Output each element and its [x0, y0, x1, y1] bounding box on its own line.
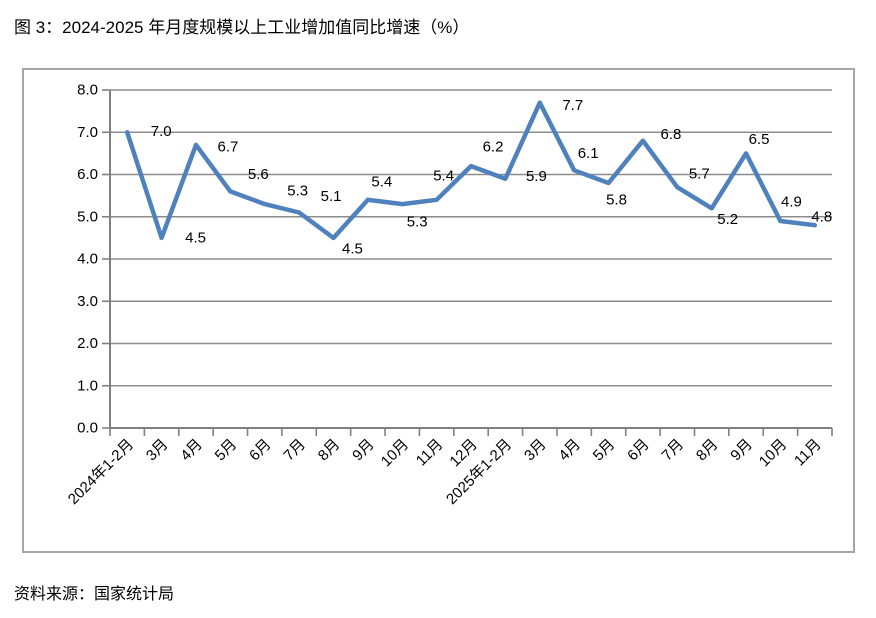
y-tick-label: 1.0	[77, 377, 98, 394]
x-tick-label: 10月	[756, 436, 790, 470]
data-point-label: 4.8	[811, 209, 832, 226]
x-tick-label: 9月	[727, 436, 756, 465]
x-tick-label: 6月	[246, 436, 275, 465]
data-point-label: 6.2	[483, 139, 504, 156]
x-tick-label: 5月	[212, 436, 241, 465]
x-tick-label: 11月	[791, 436, 825, 470]
x-tick-label: 9月	[349, 436, 378, 465]
x-tick-label: 6月	[624, 436, 653, 465]
data-point-label: 5.6	[248, 166, 269, 183]
y-tick-label: 4.0	[77, 251, 98, 268]
x-tick-label: 10月	[378, 436, 412, 470]
y-tick-label: 8.0	[77, 82, 98, 99]
data-point-label: 5.4	[433, 167, 454, 184]
data-point-label: 5.3	[287, 183, 308, 200]
data-point-label: 6.1	[578, 145, 599, 162]
data-point-label: 4.5	[185, 229, 206, 246]
data-point-label: 6.8	[660, 126, 681, 143]
x-tick-label: 5月	[590, 436, 619, 465]
x-tick-label: 8月	[315, 436, 344, 465]
y-tick-label: 7.0	[77, 124, 98, 141]
y-tick-label: 2.0	[77, 335, 98, 352]
data-line-series	[124, 100, 818, 241]
y-tick-label: 0.0	[77, 420, 98, 437]
data-point-label: 5.4	[371, 173, 392, 190]
x-tick-label: 4月	[177, 436, 206, 465]
x-tick-label: 7月	[659, 436, 688, 465]
x-tick-label: 11月	[413, 436, 447, 470]
data-point-label: 4.5	[342, 240, 363, 257]
y-tick-label: 5.0	[77, 208, 98, 225]
source-note: 资料来源：国家统计局	[14, 586, 175, 603]
data-point-label: 5.7	[689, 166, 710, 183]
data-point-label: 5.3	[407, 214, 428, 231]
y-tick-label: 6.0	[77, 166, 98, 183]
data-point-label: 5.1	[321, 188, 342, 205]
data-point-label: 6.7	[218, 138, 239, 155]
data-point-label: 5.8	[606, 191, 627, 208]
data-point-label: 7.7	[562, 97, 583, 114]
data-point-label: 5.9	[526, 168, 547, 185]
x-tick-label: 3月	[521, 436, 550, 465]
data-point-label: 4.9	[781, 193, 802, 210]
x-tick-label: 7月	[280, 436, 309, 465]
chart-frame: 0.0 1.0 2.0 3.0 4.0 5.0 6.0 7.0 8.0 2024年1-2月 3月 4月…	[22, 68, 855, 553]
x-tick-label: 4月	[555, 436, 584, 465]
data-point-label: 6.5	[749, 131, 770, 148]
x-tick-label: 2024年1-2月	[65, 436, 137, 508]
x-tick-label: 8月	[693, 436, 722, 465]
figure-title: 图 3：2024-2025 年月度规模以上工业增加值同比增速（%）	[14, 18, 470, 37]
x-tick-label: 3月	[143, 436, 172, 465]
y-tick-label: 3.0	[77, 293, 98, 310]
data-point-label: 7.0	[151, 123, 172, 140]
data-point-label: 5.2	[717, 211, 738, 228]
